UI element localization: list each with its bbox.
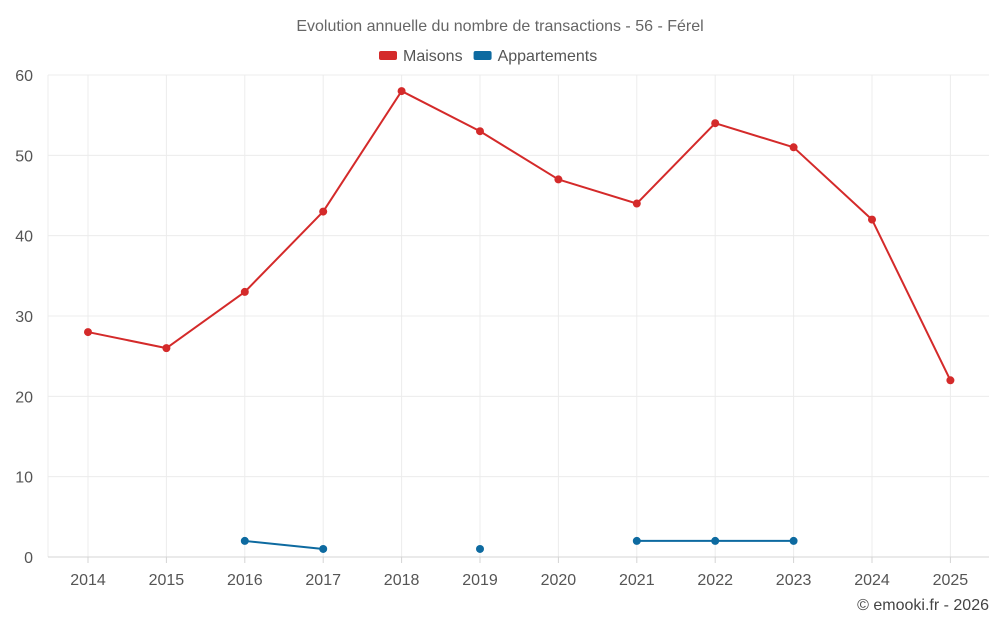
x-tick-label: 2020: [541, 572, 577, 589]
legend-swatch: [473, 51, 492, 60]
x-tick-label: 2025: [933, 572, 969, 589]
y-tick-label: 0: [24, 550, 33, 567]
x-tick-label: 2021: [619, 572, 655, 589]
y-tick-label: 20: [15, 389, 33, 406]
y-tick-label: 10: [15, 470, 33, 487]
y-tick-label: 50: [15, 148, 33, 165]
x-tick-label: 2024: [854, 572, 890, 589]
data-point-maisons-2014[interactable]: [84, 328, 92, 337]
y-tick-label: 30: [15, 309, 33, 326]
data-point-maisons-2021[interactable]: [632, 199, 641, 208]
x-tick-label: 2014: [70, 572, 106, 589]
data-point-appartements-2021[interactable]: [632, 536, 641, 545]
data-point-appartements-2023[interactable]: [789, 536, 798, 545]
legend-swatch: [379, 51, 397, 60]
data-point-maisons-2022[interactable]: [711, 119, 720, 128]
data-point-maisons-2023[interactable]: [789, 143, 798, 152]
legend-item-maisons[interactable]: Maisons: [379, 48, 463, 65]
series-layer: [84, 87, 955, 553]
y-tick-label: 60: [15, 68, 33, 85]
grid: [47, 74, 989, 557]
data-point-maisons-2020[interactable]: [554, 175, 563, 184]
axes: 0 10 20 30 40 50 60 2014 2015 2016 2017 2018 2019 202…: [15, 68, 989, 589]
data-point-maisons-2018[interactable]: [397, 87, 406, 96]
series-maisons: [84, 87, 955, 385]
x-tick-label: 2019: [462, 572, 498, 589]
data-point-appartements-2016[interactable]: [240, 536, 249, 545]
x-tick-label: 2022: [697, 572, 733, 589]
y-tick-label: 40: [15, 229, 33, 246]
legend-label: Appartements: [498, 48, 598, 65]
data-point-appartements-2022[interactable]: [711, 536, 720, 545]
data-point-maisons-2017[interactable]: [319, 207, 328, 216]
x-tick-label: 2018: [384, 572, 420, 589]
series-line-maisons: [87, 90, 952, 382]
series-appartements: [240, 536, 798, 553]
legend: Maisons Appartements: [379, 48, 597, 65]
data-point-maisons-2019[interactable]: [476, 127, 484, 136]
data-point-maisons-2025[interactable]: [946, 376, 955, 385]
data-point-maisons-2024[interactable]: [868, 215, 876, 224]
series-line-appartements: [243, 539, 325, 550]
data-point-maisons-2015[interactable]: [162, 344, 171, 353]
x-tick-label: 2017: [305, 572, 341, 589]
x-tick-label: 2023: [776, 572, 812, 589]
data-point-appartements-2017[interactable]: [319, 544, 328, 553]
legend-item-appartements[interactable]: Appartements: [473, 48, 598, 65]
legend-label: Maisons: [403, 48, 463, 65]
credit-text: © emooki.fr - 2026: [857, 597, 989, 614]
x-tick-label: 2015: [149, 572, 185, 589]
data-point-appartements-2019[interactable]: [476, 544, 484, 553]
x-tick-label: 2016: [227, 572, 263, 589]
data-point-maisons-2016[interactable]: [240, 287, 249, 296]
chart-title: Evolution annuelle du nombre de transact…: [296, 18, 703, 35]
